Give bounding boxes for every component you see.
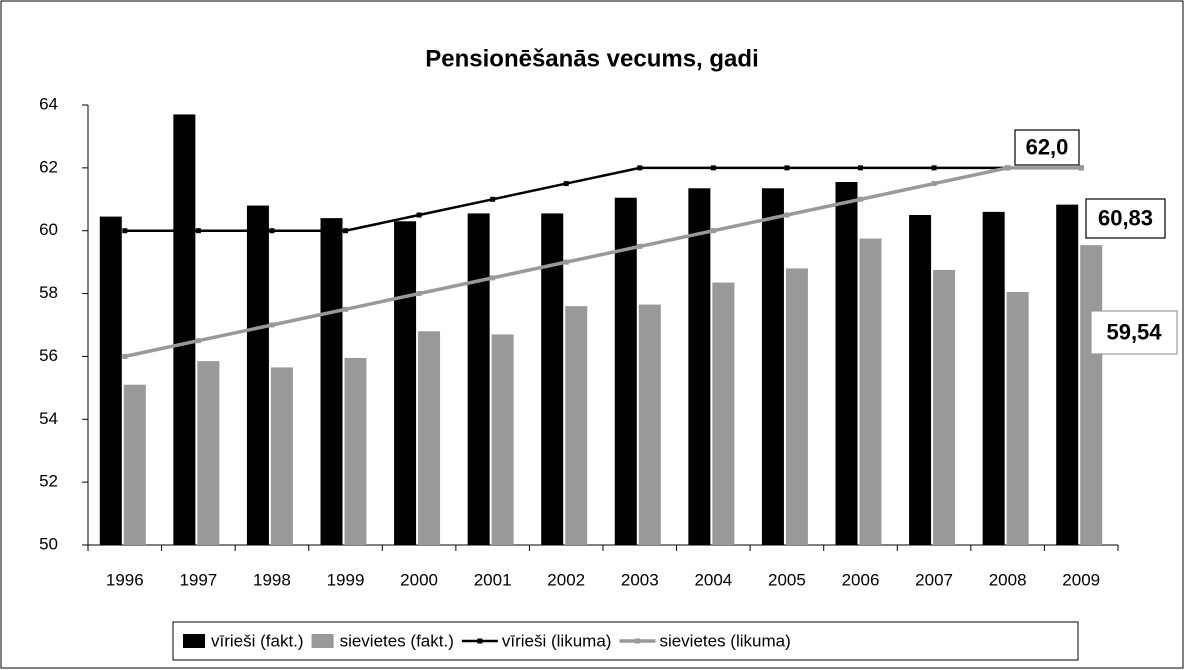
- annotation: 62,0: [1026, 134, 1069, 159]
- bar: [99, 216, 122, 546]
- bar: [712, 282, 735, 545]
- bar: [394, 221, 417, 546]
- bar: [491, 334, 514, 545]
- annotation: 59,54: [1106, 319, 1162, 344]
- y-tick-label: 60: [39, 220, 58, 239]
- bar: [418, 331, 441, 545]
- x-tick-label: 2008: [989, 570, 1027, 589]
- line-marker: [931, 165, 937, 171]
- line-marker: [637, 243, 643, 249]
- line-marker: [637, 165, 643, 171]
- bar: [785, 268, 808, 545]
- x-tick-label: 2006: [842, 570, 880, 589]
- line-marker: [710, 165, 716, 171]
- line-marker: [269, 228, 275, 234]
- bar: [1006, 292, 1029, 545]
- line-marker: [122, 353, 128, 359]
- legend-label: sievietes (likuma): [659, 631, 790, 650]
- y-tick-label: 52: [39, 472, 58, 491]
- bar: [344, 358, 367, 545]
- x-tick-label: 1996: [106, 570, 144, 589]
- x-tick-label: 1997: [179, 570, 217, 589]
- bar: [270, 367, 293, 545]
- bar: [197, 361, 220, 545]
- line: [124, 166, 1082, 359]
- bar: [173, 114, 196, 545]
- x-tick-label: 2005: [768, 570, 806, 589]
- line-marker: [195, 228, 201, 234]
- bar: [638, 304, 661, 545]
- annotation-box: [1085, 198, 1166, 239]
- x-tick-label: 2009: [1062, 570, 1100, 589]
- bar: [688, 188, 711, 546]
- line-marker: [710, 228, 716, 234]
- line-marker: [1078, 165, 1084, 171]
- line-marker: [858, 165, 863, 171]
- line-marker: [1005, 165, 1011, 171]
- x-tick-label: 2000: [400, 570, 438, 589]
- legend-label: sievietes (fakt.): [340, 631, 454, 650]
- bar: [933, 270, 956, 545]
- bar: [835, 182, 858, 545]
- legend-label: vīrieši (fakt.): [211, 631, 304, 650]
- y-tick-label: 64: [39, 94, 58, 113]
- y-tick-label: 62: [39, 157, 58, 176]
- y-tick-label: 56: [39, 346, 58, 365]
- line-marker: [563, 181, 569, 187]
- line-marker: [269, 322, 275, 328]
- line-marker: [490, 196, 496, 202]
- bar: [541, 213, 564, 545]
- line-marker: [416, 212, 422, 218]
- bar: [761, 188, 784, 546]
- legend-swatch: [311, 634, 334, 648]
- annotation-box: [1090, 310, 1178, 355]
- y-tick-label: 50: [39, 534, 58, 553]
- legend-label: vīrieši (likuma): [502, 631, 612, 650]
- line: [124, 166, 1082, 232]
- line-marker: [122, 228, 128, 234]
- legend-marker: [634, 638, 640, 644]
- bar: [982, 211, 1005, 545]
- legend-marker: [477, 638, 483, 644]
- annotation-box: [1014, 129, 1080, 166]
- line-marker: [195, 338, 201, 344]
- bar: [909, 215, 932, 545]
- y-tick-label: 54: [39, 409, 58, 428]
- line-marker: [784, 165, 790, 171]
- line-marker: [343, 306, 348, 312]
- x-tick-label: 2007: [915, 570, 953, 589]
- x-tick-label: 2001: [474, 570, 512, 589]
- line-marker: [416, 291, 422, 297]
- x-tick-label: 1998: [253, 570, 291, 589]
- line-marker: [490, 275, 496, 281]
- bar: [123, 384, 146, 545]
- bar: [1056, 204, 1079, 545]
- line-marker: [858, 196, 863, 202]
- bar: [1080, 245, 1103, 545]
- legend-swatch: [183, 634, 205, 648]
- annotation: 60,83: [1098, 205, 1153, 230]
- line-marker: [563, 259, 569, 265]
- bar: [320, 218, 343, 545]
- chart-title: Pensionēšanās vecums, gadi: [425, 45, 758, 72]
- x-tick-label: 2004: [694, 570, 732, 589]
- bar: [614, 197, 637, 545]
- x-tick-label: 1999: [327, 570, 365, 589]
- bar: [246, 205, 269, 546]
- x-tick-label: 2002: [547, 570, 585, 589]
- x-tick-label: 2003: [621, 570, 659, 589]
- bar: [859, 238, 882, 546]
- bar: [467, 213, 490, 545]
- line-marker: [931, 181, 937, 187]
- line-marker: [784, 212, 790, 218]
- line-marker: [343, 228, 348, 234]
- bar: [565, 306, 588, 545]
- y-tick-label: 58: [39, 283, 58, 302]
